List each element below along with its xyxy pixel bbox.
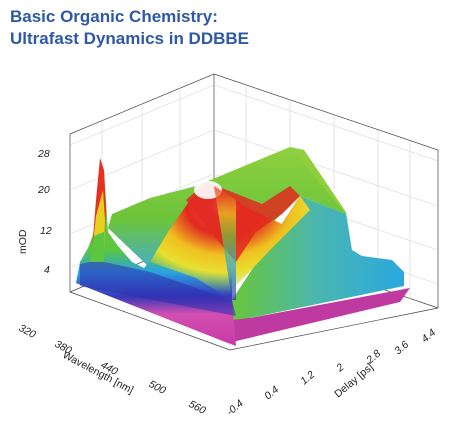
x-tick: 500 (147, 378, 168, 397)
y-axis-ticks: -0.4 0.4 1.2 2 2.8 3.6 4.4 (224, 327, 438, 419)
z-tick: 28 (37, 148, 50, 160)
surface-peak-core (186, 182, 300, 262)
title-line-1: Basic Organic Chemistry: (10, 7, 218, 26)
surface-left-spike-green (90, 232, 104, 262)
z-tick: 12 (40, 225, 52, 237)
surface-ridge (214, 186, 236, 300)
x-axis-ticks: 320 380 440 500 560 (17, 322, 208, 417)
y-tick: 2 (333, 361, 346, 375)
y-tick: -0.4 (224, 397, 246, 418)
z-axis-ticks: 28 20 12 4 (37, 148, 52, 276)
y-tick: 0.4 (262, 384, 281, 403)
surface-right-plateau (232, 196, 404, 320)
x-tick: 320 (17, 322, 38, 341)
surface (76, 147, 410, 346)
title-line-2: Ultrafast Dynamics in DDBBE (10, 29, 250, 48)
x-tick: 560 (187, 398, 208, 417)
z-axis-label: mOD (17, 229, 29, 254)
surface-peak-highlight (194, 181, 222, 199)
y-tick: 4.4 (419, 327, 438, 346)
y-tick: 3.6 (392, 339, 411, 358)
surface-blue-band (80, 262, 236, 316)
z-tick: 4 (44, 264, 50, 276)
y-tick: 1.2 (298, 369, 317, 388)
x-axis-label: Wavelength [nm] (61, 349, 136, 396)
z-tick: 20 (37, 184, 50, 196)
page-title: Basic Organic Chemistry: Ultrafast Dynam… (10, 6, 450, 50)
